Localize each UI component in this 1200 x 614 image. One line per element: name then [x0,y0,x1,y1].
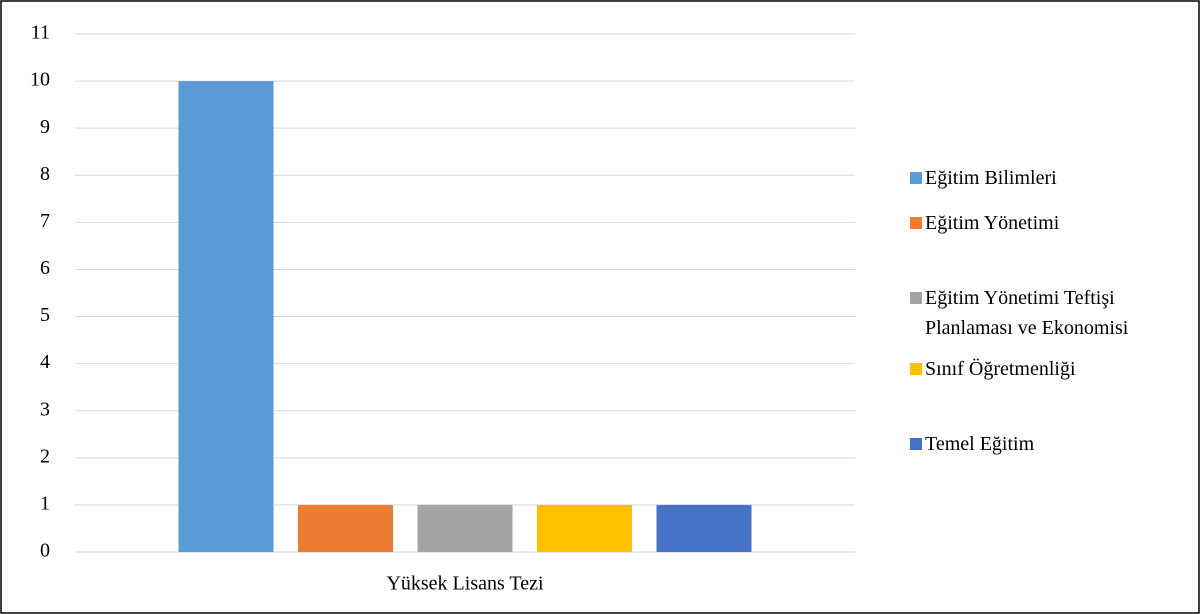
legend-item: Eğitim Yönetimi [910,208,1200,238]
legend-item: Sınıf Öğretmenliği [910,354,1200,384]
legend-swatch [910,363,922,375]
legend-swatch [910,292,922,304]
legend-swatch [910,217,922,229]
y-tick-label: 1 [40,493,50,515]
legend-item: Eğitim Bilimleri [910,163,1200,193]
legend-label: Eğitim Yönetimi [925,212,1060,234]
legend-label: Temel Eğitim [925,433,1035,455]
x-tick-label: Yüksek Lisans Tezi [386,573,544,595]
legend-swatch [910,438,922,450]
bar [417,504,513,552]
y-tick-label: 2 [40,445,50,467]
y-tick-label: 7 [40,210,50,232]
y-tick-label: 3 [40,398,50,420]
legend-label: Eğitim Yönetimi Teftişi Planlaması ve Ek… [925,287,1129,339]
legend-item: Temel Eğitim [910,429,1200,459]
bar [178,81,274,552]
y-tick-label: 11 [31,22,50,44]
y-tick-label: 6 [40,257,50,279]
y-tick-label: 9 [40,116,50,138]
y-tick-label: 10 [30,69,50,91]
legend-item: Eğitim Yönetimi Teftişi Planlaması ve Ek… [910,283,1200,343]
y-tick-label: 0 [40,540,50,562]
legend-swatch [910,172,922,184]
bar [537,504,632,552]
y-tick-label: 5 [40,304,50,326]
y-tick-label: 8 [40,163,50,185]
legend-label: Eğitim Bilimleri [925,167,1057,189]
bar [298,504,393,552]
legend-label: Sınıf Öğretmenliği [925,358,1076,380]
y-tick-label: 4 [40,351,50,373]
bar [656,504,752,552]
